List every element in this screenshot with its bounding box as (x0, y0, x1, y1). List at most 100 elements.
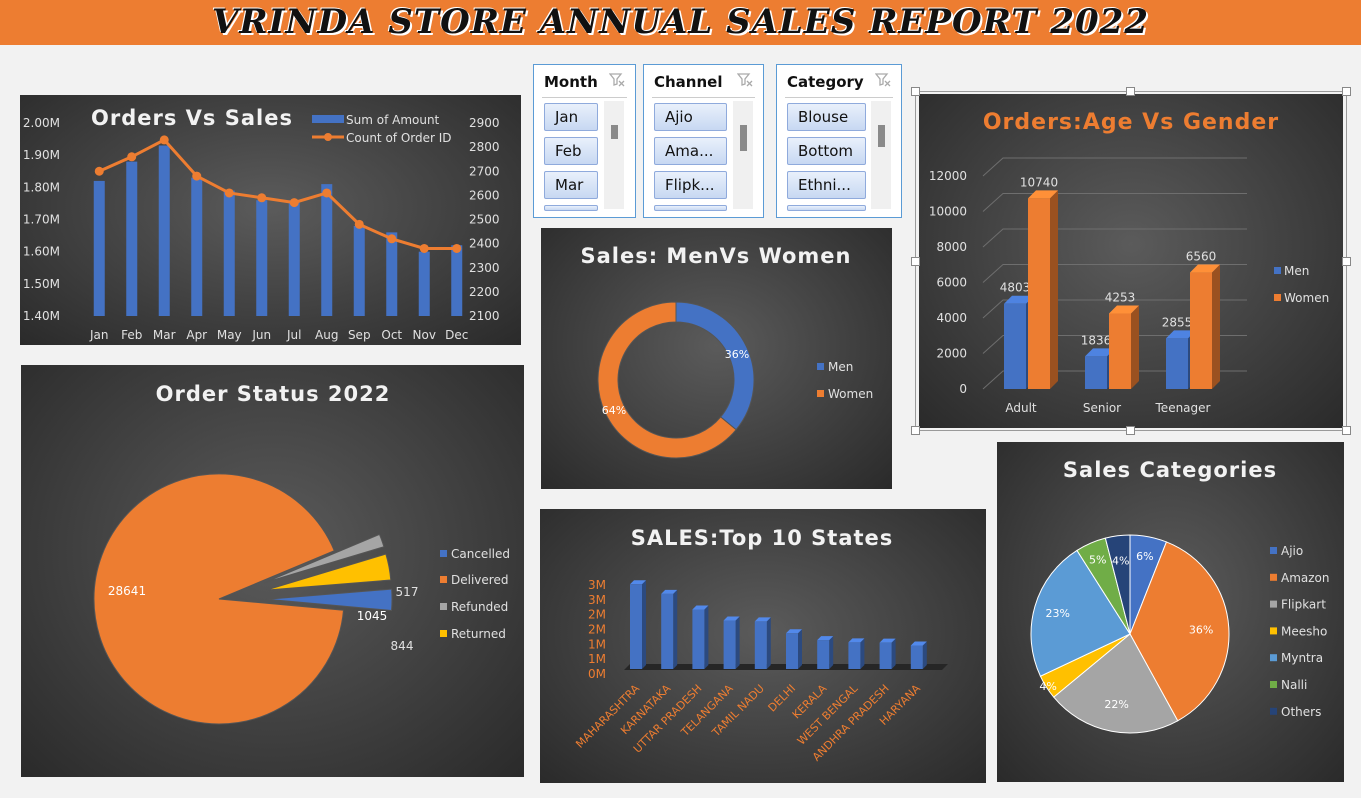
resize-handle[interactable] (1342, 87, 1351, 96)
channel-slicer[interactable]: Channel Ajio Ama... Flipk... (643, 64, 764, 218)
line-point-order-count (419, 243, 429, 253)
pie-slice-refunded (263, 533, 385, 584)
legend-swatch-men (1274, 267, 1281, 274)
slicer-scrollbar[interactable] (871, 101, 891, 209)
y-tick-label: 0M (588, 667, 606, 681)
slicer-divider (542, 97, 627, 98)
slicer-item[interactable]: Jan (544, 103, 598, 131)
sales-categories-panel[interactable]: Sales Categories 6% 36% 22% 4% 23% 5% 4% Ajio A… (997, 442, 1344, 782)
data-label: 4% (1039, 680, 1056, 693)
y-tick-label: 6000 (936, 276, 967, 290)
scrollbar-thumb[interactable] (878, 125, 885, 147)
order-status-panel[interactable]: Order Status 2022 28641 517 1045 844 Cancel… (21, 365, 524, 777)
bar-3d-top (848, 638, 865, 643)
clear-filter-icon[interactable] (737, 73, 753, 87)
bar-3d-top (630, 580, 646, 585)
category-slicer[interactable]: Category Blouse Bottom Ethni... (776, 64, 902, 218)
x-tick-label: Jan (89, 328, 109, 342)
scrollbar-thumb[interactable] (740, 125, 747, 151)
orders-vs-sales-panel[interactable]: Orders Vs Sales Sum of Amount Count of O… (20, 95, 521, 345)
bar-men (1085, 356, 1107, 389)
bar-3d-side (798, 629, 802, 669)
bar-3d-side (1212, 264, 1220, 389)
data-label-men: 36% (725, 348, 749, 361)
y-tick-label-right: 2600 (469, 188, 500, 202)
slicer-scrollbar[interactable] (733, 101, 753, 209)
age-vs-gender-panel[interactable]: Orders:Age Vs Gender 0 2000 4000 6000 8000 10… (919, 94, 1343, 428)
y-tick-label-right: 2100 (469, 309, 500, 323)
y-tick-label-left: 1.40M (23, 309, 60, 323)
slicer-item-partial[interactable] (544, 205, 598, 211)
legend-label: Others (1281, 705, 1321, 719)
slicer-scrollbar[interactable] (604, 101, 624, 209)
slicer-item-partial[interactable] (787, 205, 866, 211)
slicer-item[interactable]: Flipk... (654, 171, 727, 199)
legend-label-men: Men (828, 360, 853, 374)
bar-3d-side (642, 580, 646, 669)
slicer-header-category: Category (787, 73, 864, 91)
slicer-item[interactable]: Feb (544, 137, 598, 165)
resize-handle[interactable] (911, 426, 920, 435)
legend-swatch-men (817, 363, 824, 370)
resize-handle[interactable] (911, 257, 920, 266)
bar-sum-of-amount (256, 200, 268, 316)
bar-sum-of-amount (191, 177, 203, 316)
y-tick-label: 2M (588, 623, 606, 637)
slicer-item[interactable]: Bottom (787, 137, 866, 165)
line-point-order-count (452, 243, 462, 253)
y-tick-label-right: 2700 (469, 164, 500, 178)
slicer-item[interactable]: Ethni... (787, 171, 866, 199)
legend-label: Nalli (1281, 678, 1307, 692)
bar-state-sales (661, 593, 674, 669)
bar-3d-top (817, 636, 834, 641)
pie-slice-amazon (1129, 541, 1230, 722)
men-vs-women-panel[interactable]: Sales: MenVs Women 36% 64% Men Women (541, 228, 892, 489)
slicer-item[interactable]: Ama... (654, 137, 727, 165)
data-label: 36% (1189, 624, 1213, 637)
bar-sum-of-amount (158, 145, 170, 316)
bar-3d-top (1109, 305, 1139, 314)
legend-swatch (1270, 600, 1277, 608)
sales-categories-chart: Sales Categories 6% 36% 22% 4% 23% 5% 4% Ajio A… (1030, 458, 1330, 734)
resize-handle[interactable] (1342, 426, 1351, 435)
data-label: 23% (1046, 607, 1070, 620)
legend-label-amount: Sum of Amount (346, 113, 440, 127)
bar-3d-top (786, 629, 802, 634)
bar-sum-of-amount (288, 200, 300, 316)
legend-swatch-returned (440, 630, 447, 637)
slicer-header-month: Month (544, 73, 598, 91)
age-vs-gender-frame[interactable]: Orders:Age Vs Gender 0 2000 4000 6000 8000 10… (911, 87, 1351, 435)
slicer-divider (785, 97, 893, 98)
data-label: 6% (1136, 550, 1153, 563)
data-label: 4253 (1105, 291, 1136, 305)
resize-handle[interactable] (1126, 87, 1135, 96)
legend-label-orders: Count of Order ID (346, 131, 452, 145)
chart-title: SALES:Top 10 States (631, 526, 894, 550)
legend-swatch (1270, 654, 1277, 662)
y-tick-label-right: 2900 (469, 116, 500, 130)
x-tick-label: Sep (348, 328, 371, 342)
slicer-item-partial[interactable] (654, 205, 727, 211)
legend-marker-orders (324, 133, 332, 141)
slicer-item[interactable]: Mar (544, 171, 598, 199)
resize-handle[interactable] (1342, 257, 1351, 266)
month-slicer[interactable]: Month Jan Feb Mar (533, 64, 636, 218)
resize-handle[interactable] (1126, 426, 1135, 435)
data-label: 10740 (1020, 175, 1058, 189)
clear-filter-icon[interactable] (609, 73, 625, 87)
clear-filter-icon[interactable] (875, 73, 891, 87)
chart-title: Orders:Age Vs Gender (983, 110, 1279, 135)
x-tick-label: Jul (286, 328, 301, 342)
slicer-item[interactable]: Blouse (787, 103, 866, 131)
bar-state-sales (848, 642, 861, 669)
report-title: VRINDA STORE ANNUAL SALES REPORT 2022 (212, 2, 1149, 42)
data-label: 22% (1104, 698, 1128, 711)
top-states-panel[interactable]: SALES:Top 10 States 0M 1M 1M 2M 2M 3M 3M MAHAR… (540, 509, 986, 783)
slicer-item[interactable]: Ajio (654, 103, 727, 131)
scrollbar-thumb[interactable] (611, 125, 618, 139)
gridline (982, 228, 1247, 248)
y-tick-label-left: 1.90M (23, 148, 60, 162)
gridline (982, 264, 1247, 283)
x-tick-label: Senior (1083, 401, 1121, 415)
resize-handle[interactable] (911, 87, 920, 96)
